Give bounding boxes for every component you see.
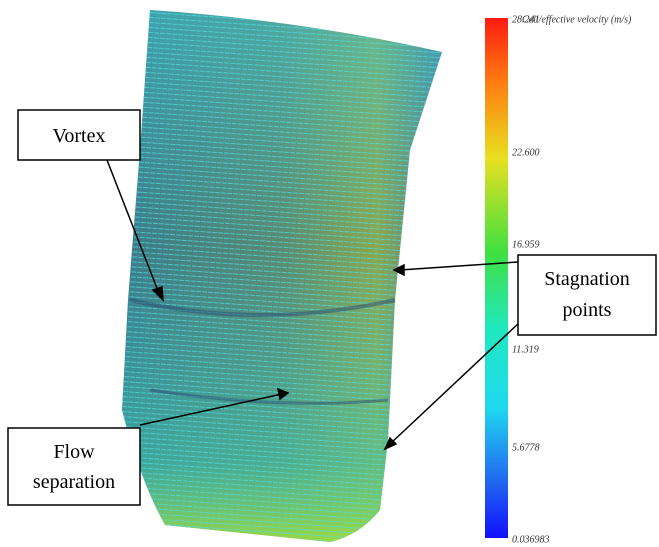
- annotation-flow-separation: Flow separation: [7, 427, 141, 506]
- colorbar-label: 5.6778: [512, 442, 540, 453]
- colorbar-label: 11.319: [512, 344, 539, 355]
- colorbar-scale: [485, 18, 508, 538]
- colorbar-label: 28.241: [512, 14, 540, 25]
- colorbar-label: 22.600: [512, 147, 540, 158]
- annotation-text: separation: [33, 471, 115, 493]
- annotation-vortex: Vortex: [17, 109, 141, 161]
- annotation-text: Flow: [53, 441, 95, 463]
- colorbar: Cell/effective velocity (m/s) 28.241 22.…: [485, 14, 632, 545]
- colorbar-title: Cell/effective velocity (m/s): [522, 14, 632, 25]
- blade: [122, 10, 442, 542]
- colorbar-label: 0.036983: [512, 534, 550, 545]
- arrows: [106, 159, 521, 451]
- annotation-stagnation: Stagnation points: [517, 254, 657, 336]
- annotation-text: points: [563, 299, 612, 321]
- colorbar-label: 16.959: [512, 239, 540, 250]
- annotation-text: Stagnation: [544, 268, 630, 290]
- annotation-text: Vortex: [53, 125, 106, 147]
